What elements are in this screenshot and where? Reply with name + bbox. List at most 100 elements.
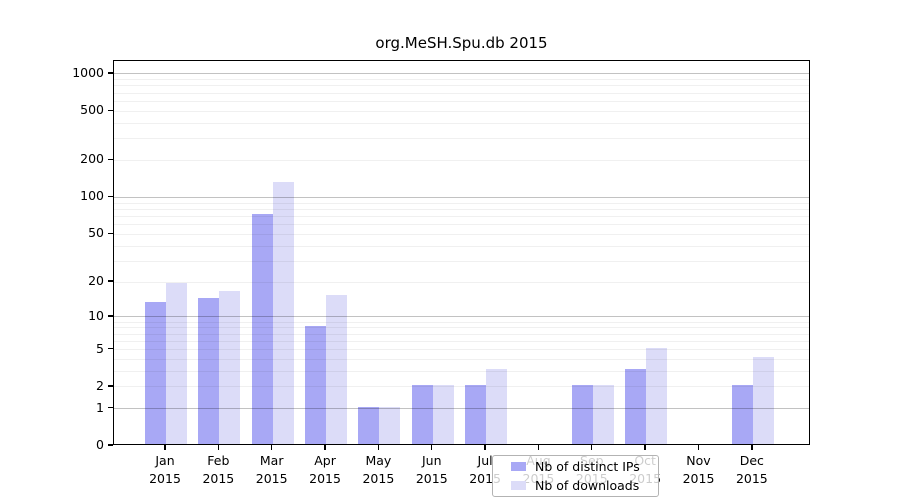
x-tick-label: Dec 2015 xyxy=(735,453,768,486)
y-tick-label: 1000 xyxy=(72,64,104,80)
y-tick-label: 20 xyxy=(88,273,104,289)
plot-area: Nb of distinct IPs Nb of downloads xyxy=(113,60,810,497)
y-tick-mark xyxy=(108,195,113,198)
y-tick-label: 500 xyxy=(80,102,104,118)
gridline-minor xyxy=(114,321,809,323)
legend-label: Nb of distinct IPs xyxy=(535,459,640,475)
gridline-minor xyxy=(114,215,809,217)
y-tick-mark xyxy=(108,385,113,387)
y-tick-label: 1 xyxy=(96,399,104,415)
gridline-minor xyxy=(114,349,809,350)
y-tick-label: 2 xyxy=(96,377,104,393)
y-tick-label: 200 xyxy=(80,151,104,167)
bar-downloads xyxy=(379,406,401,444)
bar-distinct-ips xyxy=(731,384,753,444)
gridline-major xyxy=(114,73,809,75)
y-tick-mark xyxy=(108,406,113,409)
x-tick-label: Apr 2015 xyxy=(309,453,341,486)
x-tick-mark xyxy=(644,445,646,450)
gridline-minor xyxy=(114,281,809,283)
bar-downloads xyxy=(326,294,348,444)
y-tick-mark xyxy=(108,158,113,161)
y-tick-label: 0 xyxy=(96,437,104,452)
legend-item-downloads: Nb of downloads xyxy=(493,478,658,493)
x-tick-mark xyxy=(271,445,273,450)
gridline-minor xyxy=(114,386,809,388)
y-tick-mark xyxy=(108,109,113,111)
bars-layer xyxy=(114,61,809,444)
gridline-minor xyxy=(114,92,809,94)
x-tick-label: Feb 2015 xyxy=(202,453,235,486)
bar-distinct-ips xyxy=(465,384,487,444)
x-tick-mark xyxy=(377,445,380,450)
x-tick-mark xyxy=(697,445,700,450)
x-tick-mark xyxy=(217,445,220,450)
x-tick-mark xyxy=(537,445,540,450)
y-tick-label: 100 xyxy=(80,188,104,204)
x-tick-label: May 2015 xyxy=(362,453,395,486)
gridline-major xyxy=(114,316,809,318)
x-tick-mark xyxy=(751,445,753,450)
gridline-minor xyxy=(114,159,809,161)
bar-downloads xyxy=(166,282,187,444)
gridline-minor xyxy=(114,245,809,247)
bar-distinct-ips xyxy=(145,301,166,444)
bar-downloads xyxy=(752,357,774,444)
y-tick-mark xyxy=(108,280,113,282)
grid-layer xyxy=(114,61,809,444)
gridline-minor xyxy=(114,224,809,226)
x-tick-mark xyxy=(324,445,326,450)
distinct-ips-swatch-icon xyxy=(511,462,526,472)
bar-distinct-ips xyxy=(625,369,647,444)
gridline-minor xyxy=(114,333,809,335)
bar-downloads xyxy=(432,384,454,444)
x-tick-label: Jan 2015 xyxy=(149,453,181,486)
legend-item-distinct-ips: Nb of distinct IPs xyxy=(493,459,658,474)
y-tick-label: 5 xyxy=(96,340,104,356)
bar-downloads xyxy=(592,384,614,444)
bar-downloads xyxy=(646,347,668,444)
y-tick-mark xyxy=(108,315,113,317)
chart-title: org.MeSH.Spu.db 2015 xyxy=(375,34,548,52)
gridline-minor xyxy=(114,340,809,342)
bar-distinct-ips xyxy=(358,406,380,444)
bar-distinct-ips xyxy=(305,325,327,444)
gridline-minor xyxy=(114,85,809,87)
y-tick-label: 50 xyxy=(88,225,104,241)
bar-distinct-ips xyxy=(411,384,433,444)
x-tick-mark xyxy=(484,445,486,450)
bar-downloads xyxy=(486,369,508,444)
y-tick-mark xyxy=(108,444,113,446)
bar-downloads xyxy=(272,181,294,444)
y-tick-mark xyxy=(108,72,113,74)
x-tick-mark xyxy=(431,445,433,450)
x-tick-label: Mar 2015 xyxy=(255,453,288,486)
gridline-minor xyxy=(114,100,809,102)
bar-distinct-ips xyxy=(251,213,273,444)
x-tick-mark xyxy=(164,445,166,450)
bar-downloads xyxy=(219,291,241,444)
downloads-swatch-icon xyxy=(511,480,526,490)
y-tick-mark xyxy=(108,347,113,350)
gridline-minor xyxy=(114,110,809,112)
y-tick-mark xyxy=(108,232,113,234)
x-tick-mark xyxy=(591,445,593,450)
legend-label: Nb of downloads xyxy=(535,477,640,493)
y-tick-label: 10 xyxy=(88,307,104,323)
gridline-major xyxy=(114,196,809,198)
gridline-major xyxy=(114,408,809,410)
gridline-minor xyxy=(114,122,809,124)
gridline-minor xyxy=(114,370,809,372)
legend: Nb of distinct IPs Nb of downloads xyxy=(492,455,659,497)
x-tick-label: Nov 2015 xyxy=(682,453,715,486)
x-tick-label: Jun 2015 xyxy=(415,453,448,486)
gridline-minor xyxy=(114,138,809,140)
gridline-minor xyxy=(114,202,809,204)
gridline-minor xyxy=(114,260,809,262)
bar-distinct-ips xyxy=(571,384,593,444)
gridline-minor xyxy=(114,208,809,210)
gridline-minor xyxy=(114,79,809,81)
gridline-minor xyxy=(114,327,809,329)
gridline-minor xyxy=(114,358,809,360)
